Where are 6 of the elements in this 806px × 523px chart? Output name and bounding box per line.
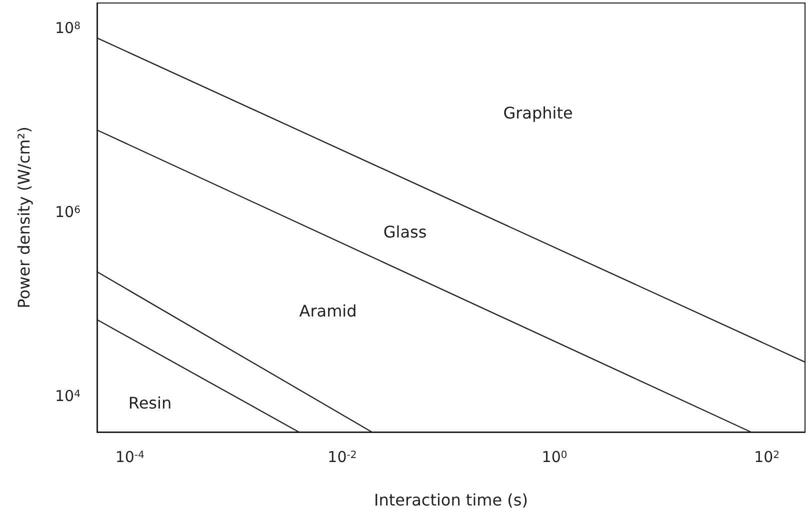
annotation: Graphite [503, 104, 573, 122]
annotation: Aramid [299, 302, 357, 320]
annotation: Resin [128, 394, 172, 412]
x-axis-title: Interaction time (s) [374, 490, 528, 510]
y-axis-title: Power density (W/cm²) [14, 126, 34, 308]
annotation: Glass [383, 222, 427, 242]
